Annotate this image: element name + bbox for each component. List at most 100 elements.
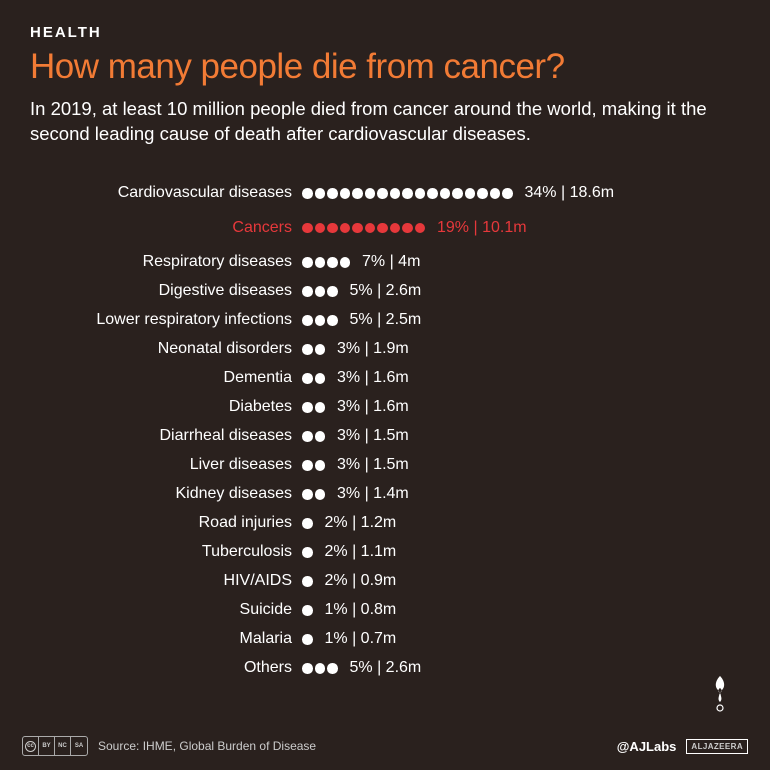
dot-icon [302, 402, 313, 413]
aljazeera-logo-icon [698, 672, 742, 716]
row-label: Cancers [30, 219, 302, 237]
dot-icon [327, 663, 338, 674]
row-label: Neonatal disorders [30, 340, 302, 358]
dot-icon [502, 188, 513, 199]
row-value: 2% | 1.2m [313, 514, 397, 532]
dot-icon [340, 223, 351, 234]
cc-cell: NC [55, 737, 71, 755]
dot-group [302, 518, 313, 529]
cc-cell: cc [23, 737, 39, 755]
dot-icon [302, 344, 313, 355]
dot-icon [302, 460, 313, 471]
dot-icon [315, 402, 326, 413]
chart-row: Dementia 3% | 1.6m [30, 364, 740, 393]
dot-group [302, 223, 425, 234]
dot-group [302, 315, 338, 326]
row-value: 3% | 1.5m [325, 456, 409, 474]
dot-icon [340, 188, 351, 199]
dot-icon [327, 257, 338, 268]
row-label: Respiratory diseases [30, 253, 302, 271]
dot-icon [390, 223, 401, 234]
cc-license-badge-icon: ccBYNCSA [22, 736, 88, 756]
dot-icon [352, 223, 363, 234]
row-value: 3% | 1.6m [325, 398, 409, 416]
dot-icon [315, 188, 326, 199]
dot-icon [327, 286, 338, 297]
row-value: 7% | 4m [350, 253, 420, 271]
row-value: 5% | 2.6m [338, 659, 422, 677]
row-value: 2% | 0.9m [313, 572, 397, 590]
chart-row: Malaria 1% | 0.7m [30, 625, 740, 654]
dot-icon [302, 431, 313, 442]
footer-right: @AJLabs ALJAZEERA [617, 739, 748, 754]
chart-row: Cancers 19% | 10.1m [30, 208, 740, 248]
chart-row: Road injuries2% | 1.2m [30, 509, 740, 538]
row-label: HIV/AIDS [30, 572, 302, 590]
dot-icon [365, 188, 376, 199]
chart-row: Suicide 1% | 0.8m [30, 596, 740, 625]
dot-icon [452, 188, 463, 199]
dot-icon [415, 223, 426, 234]
chart-row: Diarrheal diseases 3% | 1.5m [30, 422, 740, 451]
row-label: Suicide [30, 601, 302, 619]
dot-icon [440, 188, 451, 199]
dot-icon [302, 489, 313, 500]
chart-row: Kidney diseases3% | 1.4m [30, 480, 740, 509]
row-value: 5% | 2.6m [338, 282, 422, 300]
row-label: Dementia [30, 369, 302, 387]
row-label: Malaria [30, 630, 302, 648]
row-label: Digestive diseases [30, 282, 302, 300]
row-value: 3% | 1.6m [325, 369, 409, 387]
dot-icon [427, 188, 438, 199]
dot-icon [352, 188, 363, 199]
brand-badge: ALJAZEERA [686, 739, 748, 754]
dot-group [302, 663, 338, 674]
dot-group [302, 489, 325, 500]
dot-icon [302, 373, 313, 384]
dot-group [302, 257, 350, 268]
dot-icon [302, 634, 313, 645]
row-value: 5% | 2.5m [338, 311, 422, 329]
row-label: Cardiovascular diseases [30, 184, 302, 202]
source-text: Source: IHME, Global Burden of Disease [98, 739, 316, 753]
dot-icon [327, 188, 338, 199]
dot-icon [315, 373, 326, 384]
chart-row: Respiratory diseases 7% | 4m [30, 248, 740, 277]
chart-row: Neonatal disorders 3% | 1.9m [30, 335, 740, 364]
chart-row: Tuberculosis 2% | 1.1m [30, 538, 740, 567]
dot-icon [327, 223, 338, 234]
row-label: Others [30, 659, 302, 677]
row-value: 1% | 0.7m [313, 630, 397, 648]
row-value: 1% | 0.8m [313, 601, 397, 619]
row-value: 3% | 1.9m [325, 340, 409, 358]
chart-row: Digestive diseases 5% | 2.6m [30, 277, 740, 306]
subtitle: In 2019, at least 10 million people died… [30, 97, 740, 147]
dot-icon [490, 188, 501, 199]
dot-group [302, 460, 325, 471]
dot-icon [390, 188, 401, 199]
chart-row: Diabetes3% | 1.6m [30, 393, 740, 422]
dot-group [302, 634, 313, 645]
dot-icon [315, 431, 326, 442]
footer-left: ccBYNCSA Source: IHME, Global Burden of … [22, 736, 316, 756]
social-handle: @AJLabs [617, 739, 677, 754]
cc-cell: SA [71, 737, 87, 755]
cc-cell: BY [39, 737, 55, 755]
row-value: 3% | 1.5m [325, 427, 409, 445]
row-label: Diarrheal diseases [30, 427, 302, 445]
dot-icon [340, 257, 351, 268]
dot-icon [302, 257, 313, 268]
row-value: 3% | 1.4m [325, 485, 409, 503]
dot-icon [477, 188, 488, 199]
row-label: Tuberculosis [30, 543, 302, 561]
dot-icon [302, 605, 313, 616]
dot-icon [302, 518, 313, 529]
dot-group [302, 373, 325, 384]
page-title: How many people die from cancer? [30, 47, 740, 87]
dot-icon [315, 257, 326, 268]
dot-icon [315, 460, 326, 471]
chart-row: Cardiovascular diseases34% | 18.6m [30, 179, 740, 208]
chart-row: HIV/AIDS 2% | 0.9m [30, 567, 740, 596]
row-value: 2% | 1.1m [313, 543, 397, 561]
row-value: 19% | 10.1m [425, 219, 527, 237]
